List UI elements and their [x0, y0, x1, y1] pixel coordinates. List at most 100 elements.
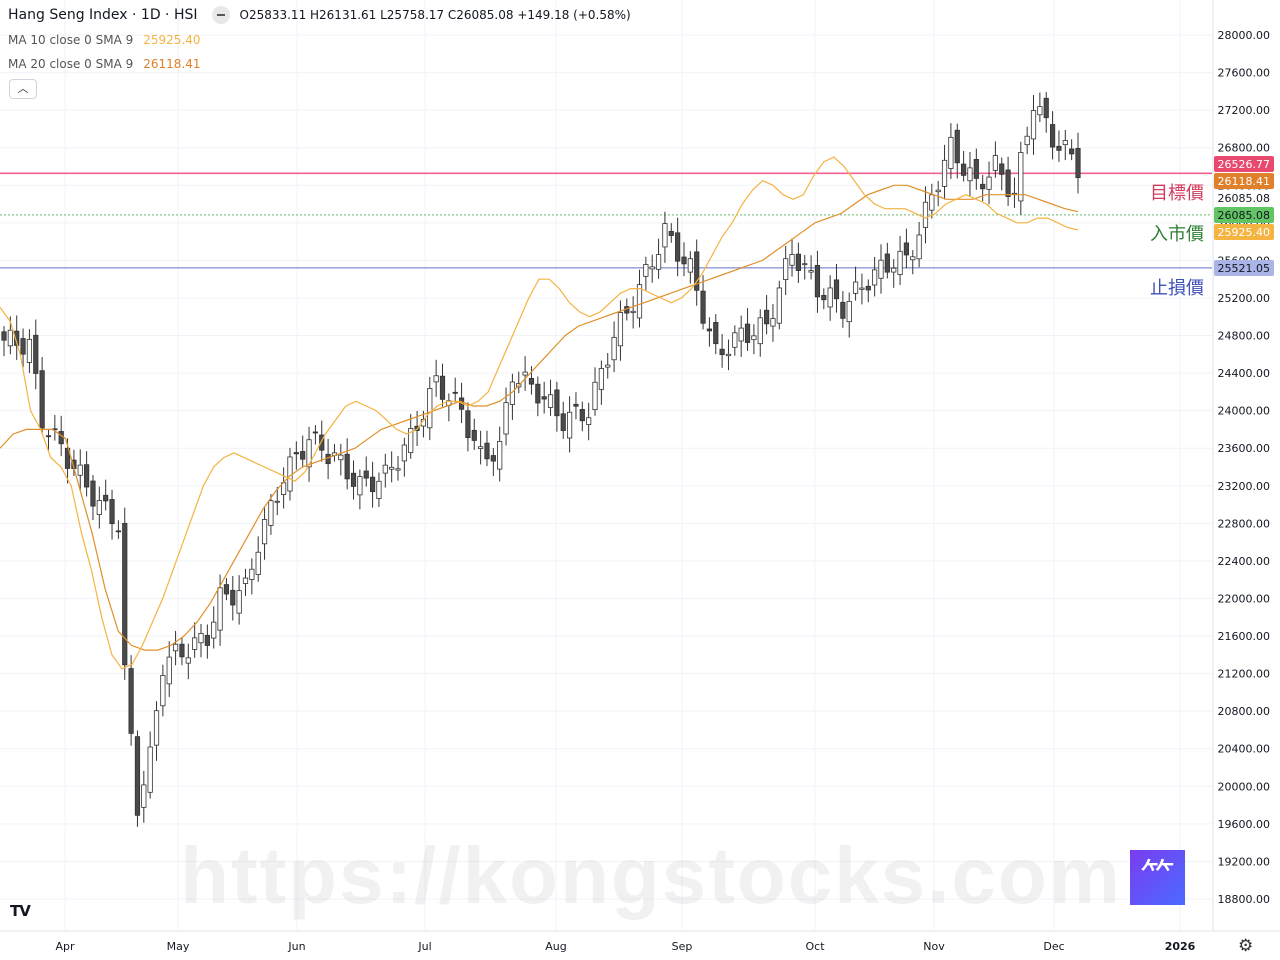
candle-body — [166, 656, 172, 685]
candle-body — [630, 310, 636, 313]
watermark-text: https://kongstocks.com — [180, 831, 1122, 920]
candle-body — [1062, 140, 1068, 146]
ma20-label: MA 20 close 0 SMA 9 — [8, 57, 134, 71]
candle-body — [1075, 147, 1081, 179]
candle-body — [643, 264, 649, 277]
candle-body — [808, 270, 814, 273]
ma20-legend[interactable]: MA 20 close 0 SMA 9 26118.41 — [8, 57, 201, 71]
candle-body — [433, 375, 439, 383]
candle-body — [395, 468, 401, 471]
candle-body — [541, 396, 547, 400]
y-tick-label: 21600.00 — [1218, 630, 1271, 643]
candle-body — [268, 500, 274, 526]
gear-icon[interactable]: ⚙ — [1238, 936, 1254, 956]
y-tick-label: 24400.00 — [1218, 367, 1271, 380]
candle-body — [662, 223, 668, 248]
candle-body — [744, 323, 751, 343]
candle-body — [897, 250, 903, 275]
symbol-title[interactable]: Hang Seng Index · 1D · HSI — [8, 7, 198, 23]
candle-body — [185, 657, 191, 664]
candle-body — [872, 269, 878, 286]
candle-body — [211, 621, 217, 639]
candle-body — [122, 523, 128, 666]
candle-body — [274, 500, 280, 503]
ma10-legend[interactable]: MA 10 close 0 SMA 9 25925.40 — [8, 33, 201, 47]
price-tag-label: 25925.40 — [1218, 226, 1271, 239]
candle-body — [26, 338, 33, 363]
tradingview-logo-icon[interactable]: TV — [10, 902, 31, 920]
candle-body — [852, 281, 859, 294]
y-tick-label: 22400.00 — [1218, 555, 1271, 568]
y-tick-label: 21200.00 — [1218, 668, 1271, 681]
x-tick-label: May — [167, 940, 190, 953]
chevron-up-icon: ︿ — [17, 82, 29, 95]
candle-body — [757, 317, 763, 345]
candle-body — [795, 253, 801, 271]
candle-body — [490, 455, 496, 462]
candle-body — [172, 643, 179, 652]
candle-body — [611, 336, 617, 361]
price-tag — [1214, 156, 1274, 172]
candle-body — [935, 189, 941, 193]
entry-price-label: 入市價 — [1150, 224, 1204, 245]
candle-body — [891, 267, 897, 273]
ma20-value: 26118.41 — [143, 57, 201, 71]
price-tag-label: 26526.77 — [1218, 158, 1271, 171]
candle-body — [528, 377, 535, 385]
candle-body — [1056, 145, 1062, 151]
price-tag-label: 25521.05 — [1218, 262, 1271, 275]
ohlc-readout: O25833.11 H26131.61 L25758.17 C26085.08 … — [239, 8, 631, 22]
candle-body — [338, 454, 344, 461]
candle-body — [840, 301, 846, 319]
candle-body — [484, 442, 490, 460]
candle-body — [242, 577, 249, 584]
candle-body — [249, 568, 255, 580]
candle-body — [617, 312, 624, 347]
y-tick-label: 23600.00 — [1218, 442, 1271, 455]
candle-body — [255, 551, 261, 575]
candle-body — [764, 309, 770, 325]
candle-body — [1005, 169, 1011, 197]
y-tick-label: 28000.00 — [1218, 29, 1271, 42]
chart-header: Hang Seng Index · 1D · HSI O25833.11 H26… — [8, 6, 631, 24]
candle-body — [153, 710, 160, 746]
candle-body — [300, 451, 306, 460]
candle-body — [865, 285, 871, 291]
candle-body — [884, 253, 890, 273]
candle-body — [236, 590, 242, 614]
candle-body — [910, 256, 916, 261]
candle-body — [223, 584, 230, 595]
candle-body — [1024, 135, 1030, 146]
candle-body — [675, 232, 681, 262]
candle-body — [369, 476, 376, 493]
candle-body — [973, 159, 979, 179]
candle-body — [1043, 97, 1049, 119]
candle-body — [192, 637, 198, 650]
candle-body — [1, 331, 7, 341]
candle-body — [916, 234, 922, 260]
candle-body — [566, 411, 573, 439]
candle-body — [655, 254, 662, 270]
candle-body — [681, 256, 687, 265]
candle-body — [198, 633, 204, 644]
y-tick-label: 24000.00 — [1218, 405, 1271, 418]
ma10-label: MA 10 close 0 SMA 9 — [8, 33, 134, 47]
candle-body — [471, 429, 477, 441]
candle-body — [20, 338, 26, 355]
candle-body — [802, 263, 808, 266]
ma20-line — [0, 184, 1079, 651]
candle-body — [293, 452, 299, 455]
candle-body — [922, 201, 929, 228]
candle-body — [452, 391, 458, 394]
candle-body — [33, 334, 39, 374]
y-tick-label: 23200.00 — [1218, 480, 1271, 493]
collapse-legend-button[interactable]: ︿ — [9, 79, 37, 99]
candle-body — [560, 413, 566, 431]
candle-body — [90, 480, 96, 507]
candle-body — [706, 328, 713, 332]
candle-body — [128, 668, 134, 734]
candle-body — [732, 332, 738, 348]
candle-body — [141, 784, 147, 808]
x-tick-label: Oct — [805, 940, 825, 953]
